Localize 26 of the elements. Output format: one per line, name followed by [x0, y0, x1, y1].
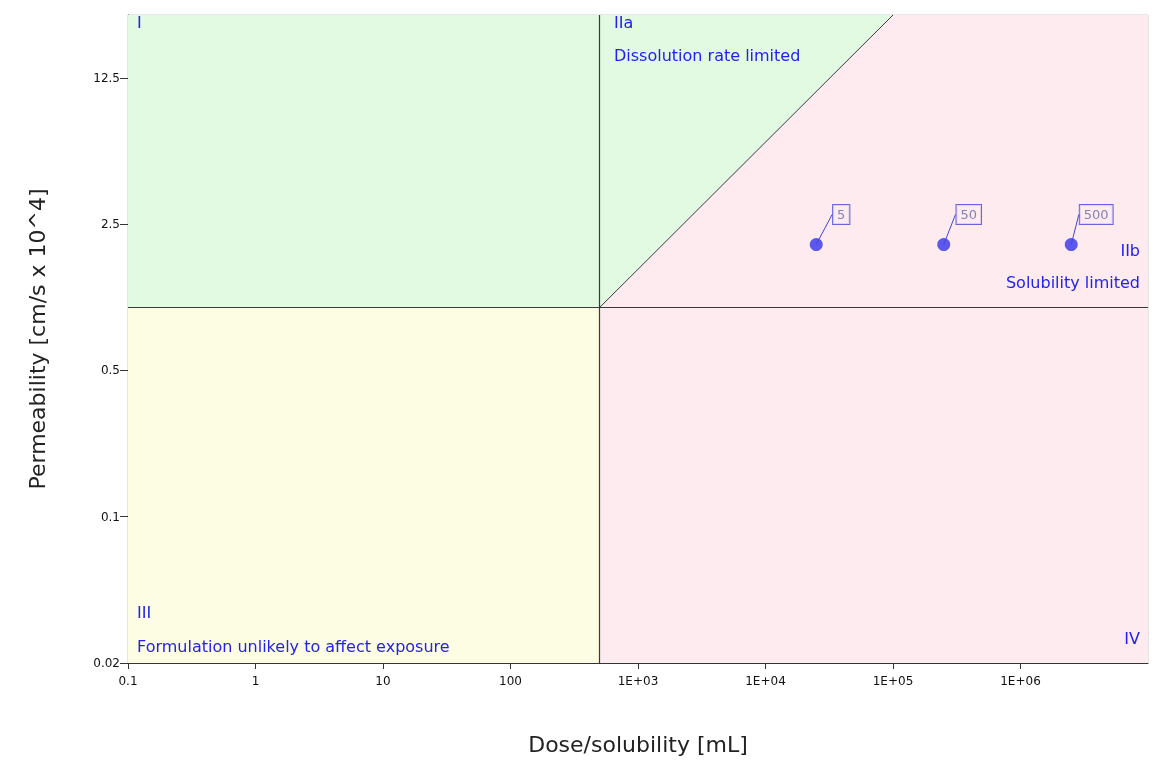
x-tick-label: 10: [375, 674, 391, 688]
annotation: Solubility limited: [1005, 272, 1140, 292]
y-tick-label: 0.1: [100, 509, 120, 524]
annotation: I: [137, 12, 142, 32]
x-tick-label: 1E+05: [872, 674, 914, 688]
annotation: Formulation unlikely to affect exposure: [137, 636, 450, 656]
annotation: IIa: [614, 12, 634, 32]
x-tick-label: 1E+03: [617, 674, 659, 688]
y-tick-label: 2.5: [100, 217, 120, 232]
y-tick-label: 12.5: [93, 70, 120, 85]
annotation: 500: [1083, 207, 1109, 223]
annotation: IV: [1124, 628, 1141, 648]
x-tick-label: 0.1: [118, 674, 138, 688]
x-tick-label: 1E+04: [745, 674, 786, 688]
annotation: IIb: [1120, 240, 1140, 260]
annotation: III: [137, 602, 152, 622]
x-tick-label: 1: [251, 674, 260, 688]
y-tick-label: 0.02: [93, 656, 120, 670]
x-tick-label: 1E+06: [1000, 674, 1041, 688]
x-tick-label: 100: [499, 674, 522, 688]
annotation: Dissolution rate limited: [614, 45, 801, 65]
y-axis-title: Permeability [cm/s x 10^4]: [24, 188, 50, 490]
y-tick-label: 0.5: [100, 363, 120, 378]
annotation: 50: [960, 207, 978, 223]
x-axis-title: Dose/solubility [mL]: [528, 731, 748, 757]
annotation: 5: [837, 207, 846, 223]
